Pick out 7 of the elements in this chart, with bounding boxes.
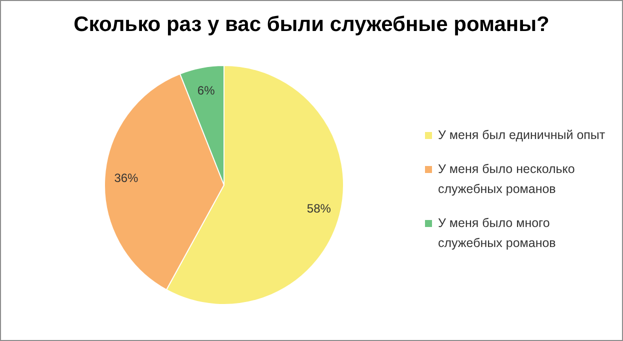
data-label: 6% <box>197 83 216 98</box>
legend-label: У меня был единичный опыт <box>438 127 606 144</box>
legend-label: У меня было несколько служебных романов <box>438 161 576 198</box>
legend-label: У меня было много служебных романов <box>438 215 557 252</box>
chart-title: Сколько раз у вас были служебные романы? <box>72 13 550 37</box>
data-label: 58% <box>306 202 332 216</box>
data-label: 36% <box>114 171 139 186</box>
